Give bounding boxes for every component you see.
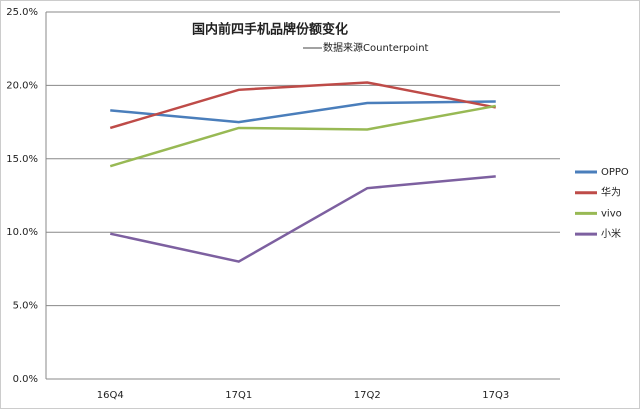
series-line bbox=[110, 100, 496, 124]
chart-title: 国内前四手机品牌份额变化 bbox=[192, 22, 348, 38]
x-tick-label: 16Q4 bbox=[97, 390, 124, 401]
y-tick-label: 25.0% bbox=[6, 7, 38, 18]
legend-label: vivo bbox=[601, 208, 622, 219]
series-line bbox=[109, 175, 496, 263]
y-tick-label: 0.0% bbox=[13, 374, 38, 385]
x-tick-label: 17Q1 bbox=[225, 390, 252, 401]
series-line bbox=[109, 104, 496, 168]
series-line bbox=[109, 81, 496, 130]
legend-label: 小米 bbox=[601, 227, 621, 240]
y-tick-label: 20.0% bbox=[6, 80, 38, 91]
legend-label: OPPO bbox=[601, 167, 629, 178]
x-tick-label: 17Q2 bbox=[354, 390, 381, 401]
chart-subtitle: 数据来源Counterpoint bbox=[323, 41, 429, 54]
legend-label: 华为 bbox=[601, 186, 621, 199]
y-tick-label: 15.0% bbox=[6, 154, 38, 165]
y-tick-label: 5.0% bbox=[13, 301, 38, 312]
y-tick-label: 10.0% bbox=[6, 227, 38, 238]
x-tick-label: 17Q3 bbox=[482, 390, 509, 401]
